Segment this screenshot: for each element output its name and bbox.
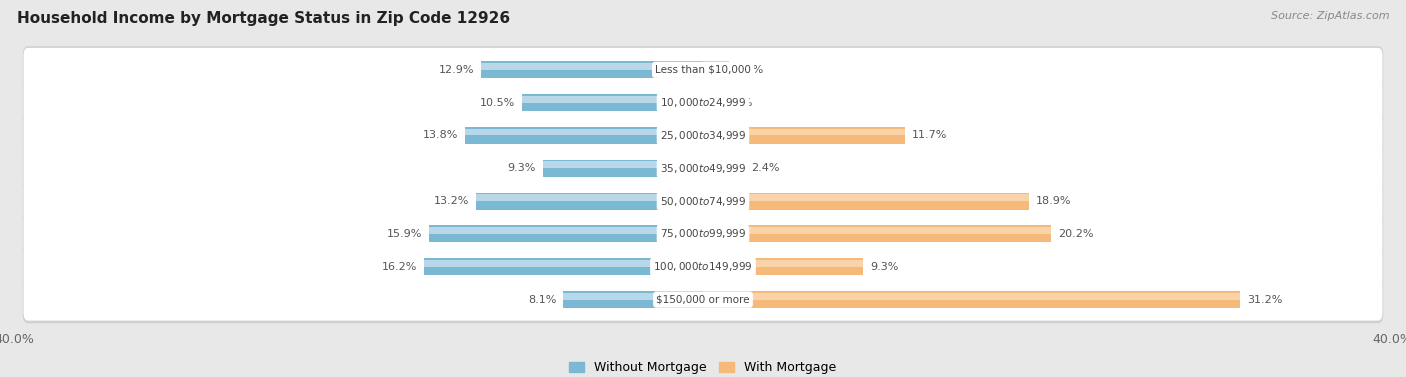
Bar xyxy=(703,227,1050,234)
FancyBboxPatch shape xyxy=(22,243,1384,290)
Bar xyxy=(429,225,703,242)
Bar xyxy=(543,160,703,177)
Text: 31.2%: 31.2% xyxy=(1247,294,1282,305)
Bar xyxy=(703,61,728,78)
Bar xyxy=(465,127,703,144)
Text: 16.2%: 16.2% xyxy=(381,262,418,272)
FancyBboxPatch shape xyxy=(24,245,1382,288)
FancyBboxPatch shape xyxy=(22,46,1384,93)
Text: 1.5%: 1.5% xyxy=(735,65,763,75)
Text: 9.3%: 9.3% xyxy=(508,163,536,173)
Text: Less than $10,000: Less than $10,000 xyxy=(655,65,751,75)
Bar xyxy=(703,129,904,135)
Text: 20.2%: 20.2% xyxy=(1057,229,1094,239)
FancyBboxPatch shape xyxy=(24,146,1382,189)
Bar xyxy=(703,225,1050,242)
FancyBboxPatch shape xyxy=(24,113,1382,156)
Text: 18.9%: 18.9% xyxy=(1035,196,1071,206)
Bar xyxy=(703,193,1029,210)
Bar xyxy=(481,61,703,78)
FancyBboxPatch shape xyxy=(22,145,1384,192)
Text: 0.43%: 0.43% xyxy=(717,98,752,108)
FancyBboxPatch shape xyxy=(24,212,1382,255)
Text: $75,000 to $99,999: $75,000 to $99,999 xyxy=(659,227,747,241)
Text: 13.2%: 13.2% xyxy=(433,196,468,206)
FancyBboxPatch shape xyxy=(24,277,1382,320)
FancyBboxPatch shape xyxy=(24,81,1382,124)
Bar xyxy=(522,96,703,103)
Text: $35,000 to $49,999: $35,000 to $49,999 xyxy=(659,162,747,175)
Bar xyxy=(425,258,703,275)
Text: 11.7%: 11.7% xyxy=(911,130,946,141)
Bar xyxy=(475,194,703,201)
Text: Source: ZipAtlas.com: Source: ZipAtlas.com xyxy=(1271,11,1389,21)
Text: 2.4%: 2.4% xyxy=(751,163,780,173)
FancyBboxPatch shape xyxy=(24,48,1382,91)
FancyBboxPatch shape xyxy=(22,112,1384,159)
Bar xyxy=(703,94,710,111)
Bar xyxy=(703,291,1240,308)
Bar xyxy=(703,258,863,275)
Text: 13.8%: 13.8% xyxy=(423,130,458,141)
FancyBboxPatch shape xyxy=(22,276,1384,323)
Text: $50,000 to $74,999: $50,000 to $74,999 xyxy=(659,195,747,208)
FancyBboxPatch shape xyxy=(22,178,1384,225)
Bar xyxy=(564,291,703,308)
Bar xyxy=(522,94,703,111)
Bar xyxy=(703,161,744,168)
Bar xyxy=(429,227,703,234)
Text: $100,000 to $149,999: $100,000 to $149,999 xyxy=(654,260,752,273)
FancyBboxPatch shape xyxy=(22,79,1384,126)
FancyBboxPatch shape xyxy=(24,179,1382,222)
Bar xyxy=(703,127,904,144)
Text: $25,000 to $34,999: $25,000 to $34,999 xyxy=(659,129,747,142)
Bar xyxy=(475,193,703,210)
Bar xyxy=(465,129,703,135)
Bar xyxy=(543,161,703,168)
Legend: Without Mortgage, With Mortgage: Without Mortgage, With Mortgage xyxy=(564,356,842,377)
Text: $150,000 or more: $150,000 or more xyxy=(657,294,749,305)
Text: 12.9%: 12.9% xyxy=(439,65,474,75)
Bar xyxy=(564,293,703,300)
Text: 9.3%: 9.3% xyxy=(870,262,898,272)
Bar xyxy=(703,194,1029,201)
Text: 8.1%: 8.1% xyxy=(529,294,557,305)
Text: 15.9%: 15.9% xyxy=(387,229,422,239)
Text: $10,000 to $24,999: $10,000 to $24,999 xyxy=(659,96,747,109)
FancyBboxPatch shape xyxy=(22,210,1384,257)
Bar xyxy=(703,160,744,177)
Bar xyxy=(425,260,703,267)
Text: 10.5%: 10.5% xyxy=(479,98,515,108)
Bar xyxy=(703,293,1240,300)
Bar xyxy=(481,63,703,70)
Bar xyxy=(703,96,710,103)
Bar xyxy=(703,63,728,70)
Bar xyxy=(703,260,863,267)
Text: Household Income by Mortgage Status in Zip Code 12926: Household Income by Mortgage Status in Z… xyxy=(17,11,510,26)
